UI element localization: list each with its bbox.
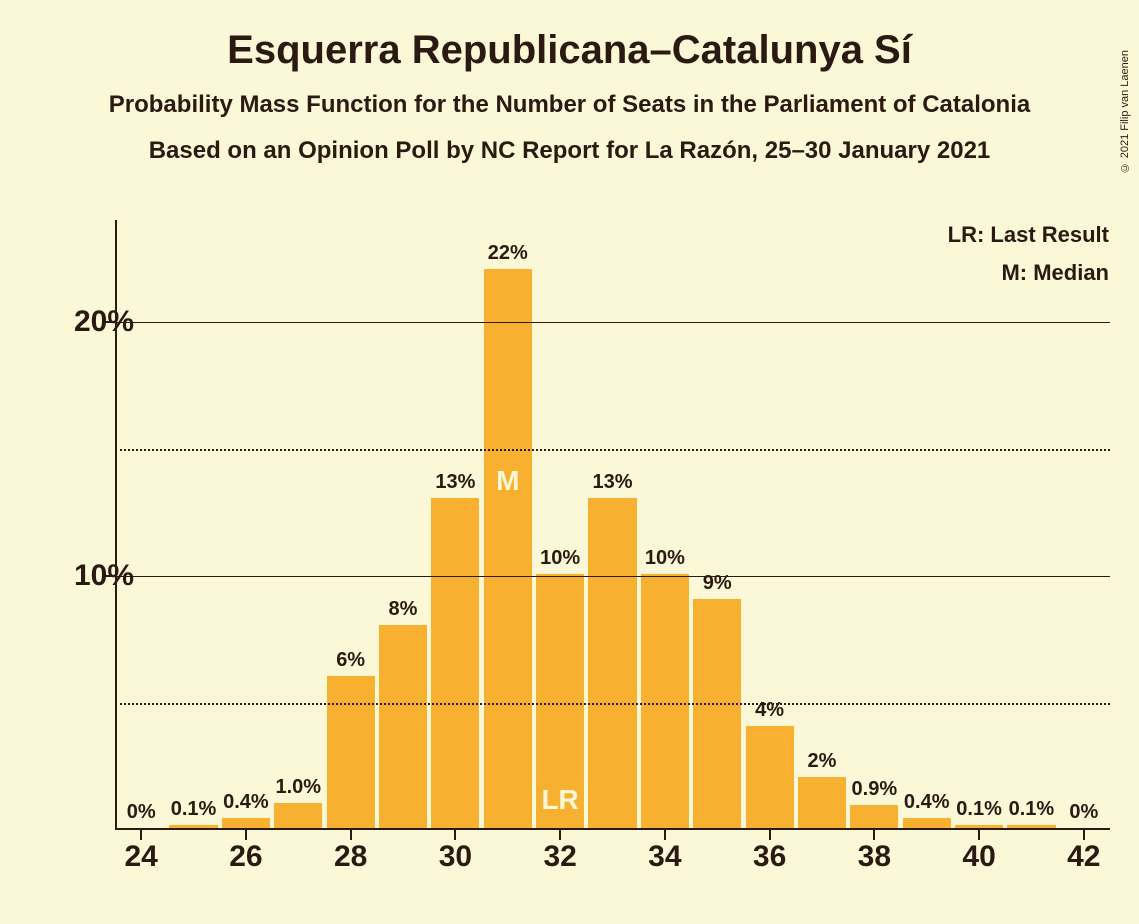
x-tick-label: 28 bbox=[334, 840, 367, 874]
x-tick-label: 36 bbox=[753, 840, 786, 874]
x-tick-label: 40 bbox=[962, 840, 995, 874]
bar-inner-label-top: M bbox=[484, 465, 532, 497]
copyright-text: © 2021 Filip van Laenen bbox=[1119, 50, 1131, 173]
x-tick-mark bbox=[1083, 830, 1085, 840]
x-tick-mark bbox=[454, 830, 456, 840]
bar-value-label: 0.1% bbox=[955, 798, 1003, 825]
bar: 13% bbox=[588, 498, 636, 828]
bar: 6% bbox=[327, 676, 375, 829]
x-tick-label: 38 bbox=[858, 840, 891, 874]
bar-inner-label-bottom: LR bbox=[536, 784, 584, 816]
bar: 4% bbox=[746, 726, 794, 828]
bar: 10% bbox=[641, 574, 689, 828]
x-tick-mark bbox=[559, 830, 561, 840]
x-tick-label: 24 bbox=[124, 840, 157, 874]
bar: 0.4% bbox=[222, 818, 270, 828]
bar-value-label: 22% bbox=[484, 242, 532, 269]
bar: 22%M bbox=[484, 269, 532, 828]
y-tick-label: 20% bbox=[34, 305, 134, 339]
x-tick-label: 34 bbox=[648, 840, 681, 874]
bar-value-label: 10% bbox=[536, 547, 584, 574]
x-tick-label: 30 bbox=[439, 840, 472, 874]
x-tick-label: 26 bbox=[229, 840, 262, 874]
bar-value-label: 0.4% bbox=[903, 791, 951, 818]
bars-container: 0%0.1%0.4%1.0%6%8%13%22%M10%LR13%10%9%4%… bbox=[115, 220, 1110, 830]
x-tick-mark bbox=[978, 830, 980, 840]
bar: 9% bbox=[693, 599, 741, 828]
x-tick-mark bbox=[664, 830, 666, 840]
bar: 0.1% bbox=[169, 825, 217, 828]
gridline-minor bbox=[115, 703, 1110, 705]
bar-value-label: 6% bbox=[327, 649, 375, 676]
x-tick-label: 42 bbox=[1067, 840, 1100, 874]
x-tick-mark bbox=[140, 830, 142, 840]
bar-value-label: 0.9% bbox=[850, 778, 898, 805]
gridline-major bbox=[115, 576, 1110, 577]
bar: 8% bbox=[379, 625, 427, 828]
bar-value-label: 0.4% bbox=[222, 791, 270, 818]
x-tick-mark bbox=[350, 830, 352, 840]
bar-chart: 0%0.1%0.4%1.0%6%8%13%22%M10%LR13%10%9%4%… bbox=[115, 220, 1110, 830]
bar-value-label: 8% bbox=[379, 598, 427, 625]
x-tick-label: 32 bbox=[543, 840, 576, 874]
bar-value-label: 10% bbox=[641, 547, 689, 574]
bar-value-label: 1.0% bbox=[274, 776, 322, 803]
bar-value-label: 0% bbox=[117, 801, 165, 828]
bar: 2% bbox=[798, 777, 846, 828]
x-tick-mark bbox=[245, 830, 247, 840]
bar: 0.1% bbox=[955, 825, 1003, 828]
x-tick-mark bbox=[873, 830, 875, 840]
x-tick-mark bbox=[769, 830, 771, 840]
bar-value-label: 0% bbox=[1060, 801, 1108, 828]
bar-value-label: 0.1% bbox=[169, 798, 217, 825]
bar: 13% bbox=[431, 498, 479, 828]
bar: 0.1% bbox=[1007, 825, 1055, 828]
chart-title: Esquerra Republicana–Catalunya Sí bbox=[0, 0, 1139, 73]
bar-value-label: 2% bbox=[798, 750, 846, 777]
bar: 10%LR bbox=[536, 574, 584, 828]
gridline-major bbox=[115, 322, 1110, 323]
bar-value-label: 0.1% bbox=[1007, 798, 1055, 825]
bar-value-label: 13% bbox=[431, 471, 479, 498]
bar: 1.0% bbox=[274, 803, 322, 828]
bar: 0.9% bbox=[850, 805, 898, 828]
bar: 0.4% bbox=[903, 818, 951, 828]
bar-value-label: 13% bbox=[588, 471, 636, 498]
y-tick-label: 10% bbox=[34, 559, 134, 593]
chart-subtitle-2: Based on an Opinion Poll by NC Report fo… bbox=[0, 137, 1139, 165]
gridline-minor bbox=[115, 449, 1110, 451]
chart-subtitle-1: Probability Mass Function for the Number… bbox=[0, 91, 1139, 119]
